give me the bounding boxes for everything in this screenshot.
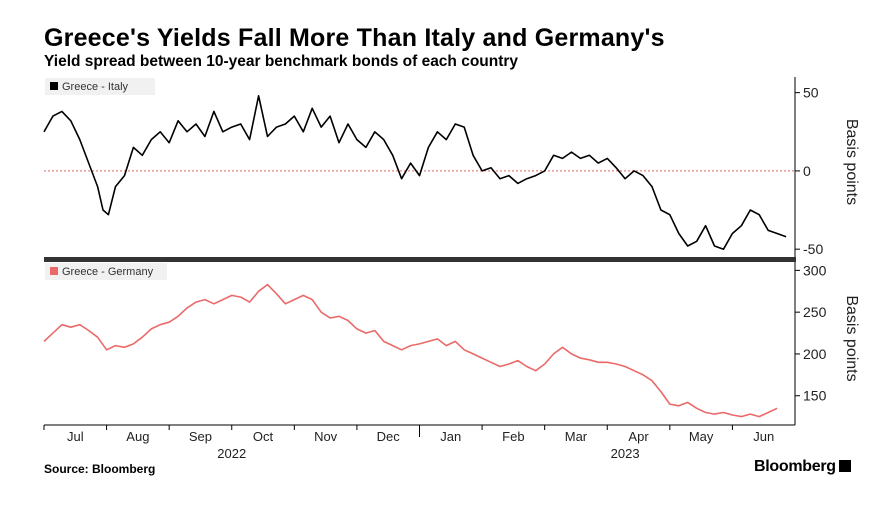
x-tick-label: Nov xyxy=(314,429,338,444)
x-tick-label: Jan xyxy=(440,429,461,444)
x-tick-label: Oct xyxy=(253,429,274,444)
x-tick-label: Jul xyxy=(67,429,84,444)
x-tick-label: Jun xyxy=(753,429,774,444)
x-year-label-2023: 2023 xyxy=(611,446,640,461)
x-tick-label: May xyxy=(689,429,714,444)
brand-name: Bloomberg xyxy=(754,458,836,475)
chart-subtitle: Yield spread between 10-year benchmark b… xyxy=(44,53,519,70)
y-tick-label-1: 0 xyxy=(803,163,811,179)
brand-logo: Bloomberg xyxy=(754,458,851,476)
terminal-icon xyxy=(838,460,851,472)
y-tick-label-1: -50 xyxy=(803,241,823,257)
chart-title: Greece's Yields Fall More Than Italy and… xyxy=(44,24,665,52)
x-tick-label: Aug xyxy=(126,429,149,444)
y-axis-title-2: Basis points xyxy=(843,295,860,381)
y-axis-title-1: Basis points xyxy=(843,119,860,205)
legend-box-1 xyxy=(45,78,155,95)
x-year-label-2022: 2022 xyxy=(217,446,246,461)
y-tick-label-2: 200 xyxy=(803,346,827,362)
source-note: Source: Bloomberg xyxy=(44,462,156,476)
x-tick-label: Apr xyxy=(628,429,649,444)
series-line-2 xyxy=(43,283,778,418)
x-tick-label: Sep xyxy=(189,429,212,444)
series-line-1 xyxy=(43,95,787,250)
x-tick-label: Mar xyxy=(565,429,588,444)
legend-box-2 xyxy=(45,263,167,280)
legend-swatch-1 xyxy=(50,82,58,90)
x-tick-label: Feb xyxy=(502,429,524,444)
legend-label-1: Greece - Italy xyxy=(62,81,129,93)
y-tick-label-1: 50 xyxy=(803,85,819,101)
y-tick-label-2: 250 xyxy=(803,304,827,320)
panel-divider xyxy=(44,257,796,262)
y-tick-label-2: 150 xyxy=(803,388,827,404)
x-tick-label: Dec xyxy=(377,429,401,444)
legend-label-2: Greece - Germany xyxy=(62,266,154,278)
y-tick-label-2: 300 xyxy=(803,262,827,278)
legend-swatch-2 xyxy=(50,267,58,275)
